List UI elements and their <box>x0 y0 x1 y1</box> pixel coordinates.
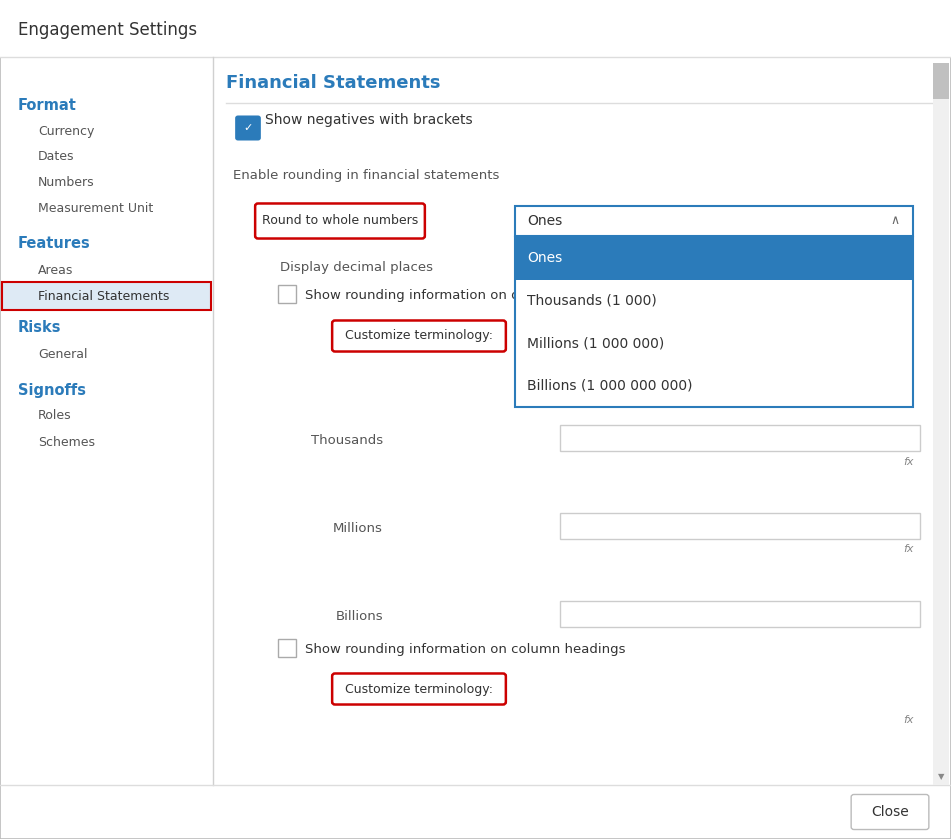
Text: Currency: Currency <box>38 124 94 138</box>
Bar <box>2 282 211 310</box>
Text: ▲: ▲ <box>938 66 944 76</box>
Text: Ones: Ones <box>527 214 562 228</box>
Text: ▼: ▼ <box>938 773 944 781</box>
Bar <box>933 63 949 99</box>
Bar <box>515 237 913 279</box>
Text: ✓: ✓ <box>243 123 253 133</box>
Text: fx: fx <box>902 544 913 554</box>
Text: Dates: Dates <box>38 150 74 164</box>
Text: Customize terminology:: Customize terminology: <box>345 682 493 696</box>
Text: Engagement Settings: Engagement Settings <box>18 21 197 39</box>
Text: General: General <box>38 347 87 361</box>
Text: Format: Format <box>18 97 77 112</box>
Bar <box>560 601 920 627</box>
Bar <box>933 63 949 785</box>
FancyBboxPatch shape <box>255 204 425 238</box>
FancyBboxPatch shape <box>235 116 261 140</box>
Bar <box>2 282 211 310</box>
Text: fx: fx <box>902 457 913 467</box>
Text: Enable rounding in financial statements: Enable rounding in financial statements <box>233 169 499 183</box>
Text: Thousands (1 000): Thousands (1 000) <box>527 294 657 308</box>
Text: Financial Statements: Financial Statements <box>226 74 440 92</box>
Bar <box>278 639 296 657</box>
Text: Customize terminology:: Customize terminology: <box>345 330 493 342</box>
Text: Financial Statements: Financial Statements <box>38 289 169 303</box>
Text: Round to whole numbers: Round to whole numbers <box>262 215 418 227</box>
Text: Roles: Roles <box>38 409 71 423</box>
Text: Measurement Unit: Measurement Unit <box>38 202 153 216</box>
Text: Numbers: Numbers <box>38 176 95 190</box>
Text: Signoffs: Signoffs <box>18 383 86 398</box>
Text: Millions: Millions <box>333 522 383 534</box>
Text: Schemes: Schemes <box>38 435 95 449</box>
Text: Areas: Areas <box>38 263 73 277</box>
Text: Billions (1 000 000 000): Billions (1 000 000 000) <box>527 378 692 393</box>
FancyBboxPatch shape <box>515 237 913 407</box>
Text: Show rounding information on column headings: Show rounding information on column head… <box>305 643 626 655</box>
Text: Risks: Risks <box>18 320 62 336</box>
Text: Show rounding information on d: Show rounding information on d <box>305 289 519 301</box>
Bar <box>560 425 920 451</box>
FancyBboxPatch shape <box>332 320 506 352</box>
Text: ∧: ∧ <box>890 215 900 227</box>
Text: Billions: Billions <box>336 609 383 623</box>
Bar <box>0 0 951 57</box>
FancyBboxPatch shape <box>851 795 929 830</box>
Bar <box>560 513 920 539</box>
FancyBboxPatch shape <box>332 674 506 705</box>
Text: Close: Close <box>871 805 909 819</box>
Text: fx: fx <box>902 715 913 725</box>
Bar <box>278 285 296 303</box>
Text: Ones: Ones <box>527 251 562 265</box>
Text: Thousands: Thousands <box>311 435 383 447</box>
Text: Features: Features <box>18 237 90 252</box>
FancyBboxPatch shape <box>515 206 913 236</box>
Text: Show negatives with brackets: Show negatives with brackets <box>265 113 473 127</box>
Text: Display decimal places: Display decimal places <box>280 262 433 274</box>
Text: Millions (1 000 000): Millions (1 000 000) <box>527 336 664 350</box>
